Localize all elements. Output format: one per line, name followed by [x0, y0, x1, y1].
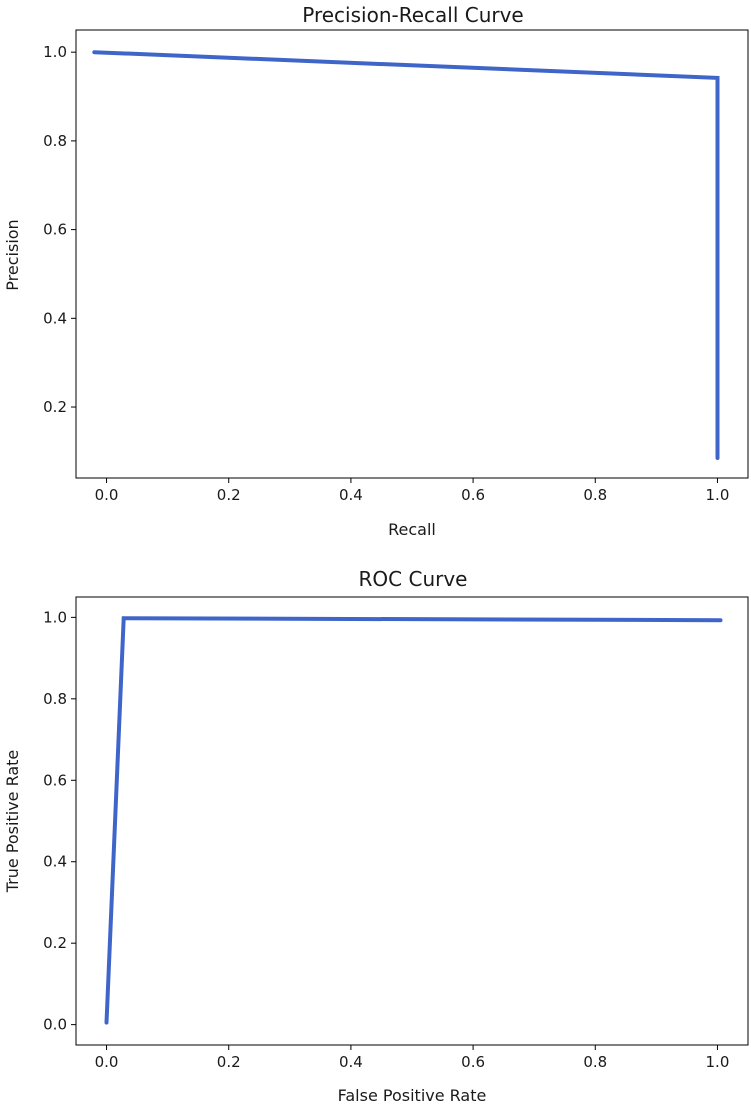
y-tick-label: 0.8 — [43, 132, 67, 150]
y-axis-label: Precision — [3, 219, 22, 290]
series-line — [92, 50, 720, 460]
plot-frame — [75, 596, 749, 1046]
y-tick-label: 0.2 — [43, 934, 67, 952]
precision-recall-chart: Precision-Recall Curve 0.0 0.2 0.4 0.6 0.8 1.… — [3, 3, 749, 539]
y-ticks: 0.0 0.2 0.4 0.6 0.8 1.0 — [43, 608, 76, 1034]
y-tick-label: 1.0 — [43, 608, 67, 626]
y-tick-label: 0.2 — [43, 398, 67, 416]
x-tick-label: 1.0 — [706, 1053, 730, 1071]
x-tick-label: 0.8 — [583, 1053, 607, 1071]
y-tick-label: 0.4 — [43, 309, 67, 327]
y-axis-label: True Positive Rate — [3, 750, 22, 894]
y-tick-label: 0.6 — [43, 221, 67, 239]
chart-title: ROC Curve — [359, 567, 468, 591]
plot-frame — [75, 29, 749, 479]
x-tick-label: 0.4 — [339, 486, 363, 504]
series-group — [92, 50, 720, 460]
x-tick-label: 0.0 — [95, 486, 119, 504]
x-ticks: 0.0 0.2 0.4 0.6 0.8 1.0 — [95, 478, 730, 504]
x-tick-label: 0.2 — [217, 486, 241, 504]
x-tick-label: 0.8 — [583, 486, 607, 504]
x-axis-label: Recall — [388, 520, 436, 539]
y-tick-label: 0.0 — [43, 1016, 67, 1034]
x-tick-label: 0.6 — [461, 1053, 485, 1071]
chart-title: Precision-Recall Curve — [302, 3, 523, 27]
x-ticks: 0.0 0.2 0.4 0.6 0.8 1.0 — [95, 1045, 730, 1071]
x-tick-label: 0.2 — [217, 1053, 241, 1071]
series-line — [104, 616, 723, 1025]
series-group — [104, 616, 723, 1025]
y-tick-label: 0.8 — [43, 690, 67, 708]
y-tick-label: 1.0 — [43, 43, 67, 61]
y-tick-label: 0.6 — [43, 771, 67, 789]
x-tick-label: 0.0 — [95, 1053, 119, 1071]
y-tick-label: 0.4 — [43, 853, 67, 871]
x-tick-label: 1.0 — [706, 486, 730, 504]
roc-chart: ROC Curve 0.0 0.2 0.4 0.6 0.8 1.0 0.00.20.40.… — [3, 567, 749, 1105]
y-ticks: 0.2 0.4 0.6 0.8 1.0 — [43, 43, 76, 416]
x-tick-label: 0.4 — [339, 1053, 363, 1071]
x-axis-label: False Positive Rate — [338, 1086, 487, 1104]
x-tick-label: 0.6 — [461, 486, 485, 504]
